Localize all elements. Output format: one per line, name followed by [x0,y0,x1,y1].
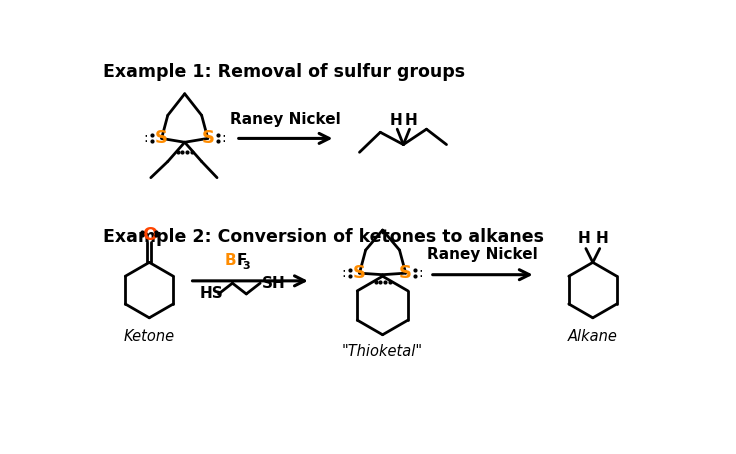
Text: S: S [202,129,214,148]
Text: SH: SH [262,276,286,291]
Text: Example 2: Conversion of ketones to alkanes: Example 2: Conversion of ketones to alka… [103,228,544,247]
Text: H: H [577,231,590,246]
Text: Ketone: Ketone [124,329,175,344]
Text: H: H [595,231,609,246]
Text: Alkane: Alkane [568,329,618,344]
Text: B: B [224,253,236,268]
Text: :: : [143,131,148,145]
Text: "Thioketal": "Thioketal" [342,344,423,359]
Text: 3: 3 [242,261,250,271]
Text: S: S [155,129,168,148]
Text: O: O [141,227,157,244]
Text: HS: HS [200,286,224,301]
Text: Example 1: Removal of sulfur groups: Example 1: Removal of sulfur groups [103,63,465,81]
Text: H: H [405,113,417,128]
Text: :: : [342,266,347,280]
Text: Raney Nickel: Raney Nickel [428,247,538,262]
Text: S: S [399,264,412,282]
Text: :: : [419,266,423,280]
Text: S: S [353,264,366,282]
Text: :: : [222,131,226,145]
Text: H: H [389,113,402,128]
Text: Raney Nickel: Raney Nickel [230,112,341,127]
Text: F: F [236,253,247,268]
